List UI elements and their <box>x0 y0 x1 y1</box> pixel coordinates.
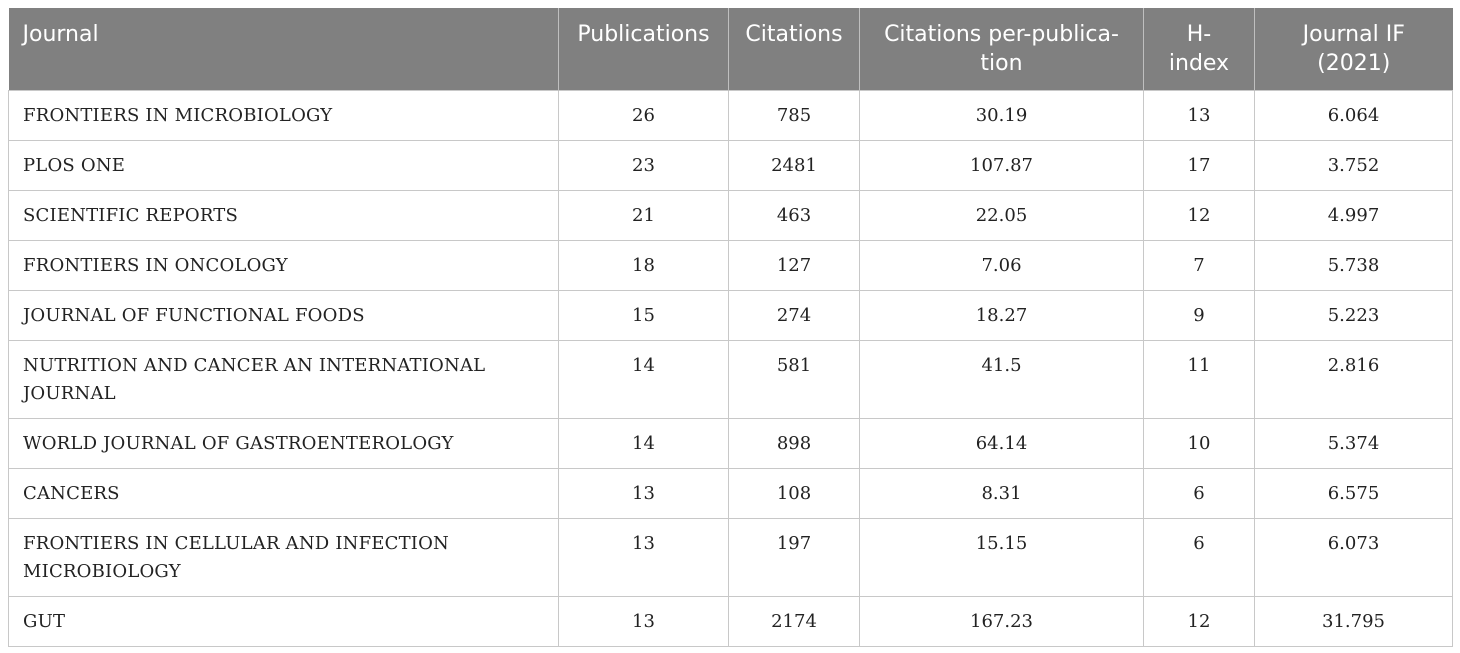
cell-journal: NUTRITION AND CANCER AN INTERNATIONAL JO… <box>8 339 559 419</box>
cell-journal: FRONTIERS IN ONCOLOGY <box>8 239 559 291</box>
table-row: CANCERS 13 108 8.31 6 6.575 <box>8 467 1453 519</box>
cell-citations: 274 <box>728 289 860 341</box>
cell-publications: 15 <box>558 289 729 341</box>
journal-table: Journal Publications Citations Citations pe… <box>8 8 1453 647</box>
header-citations-per-publication: Citations per-publica-tion <box>859 8 1144 90</box>
cell-citations: 785 <box>728 89 860 141</box>
table-row: GUT 13 2174 167.23 12 31.795 <box>8 595 1453 647</box>
cell-publications: 13 <box>558 467 729 519</box>
cell-citations-per-publication: 8.31 <box>859 467 1144 519</box>
cell-citations-per-publication: 18.27 <box>859 289 1144 341</box>
cell-citations: 197 <box>728 517 860 597</box>
cell-journal-if: 6.064 <box>1254 89 1453 141</box>
table-header: Journal Publications Citations Citations pe… <box>8 8 1453 90</box>
cell-citations-per-publication: 41.5 <box>859 339 1144 419</box>
cell-h-index: 17 <box>1143 139 1255 191</box>
journal-table-container: Journal Publications Citations Citations pe… <box>8 8 1453 647</box>
header-h-index: H-index <box>1143 8 1255 90</box>
header-text: (2021) <box>1317 51 1391 76</box>
cell-journal: SCIENTIFIC REPORTS <box>8 189 559 241</box>
cell-journal-if: 2.816 <box>1254 339 1453 419</box>
cell-journal-if: 3.752 <box>1254 139 1453 191</box>
cell-h-index: 7 <box>1143 239 1255 291</box>
cell-journal: FRONTIERS IN CELLULAR AND INFECTION MICR… <box>8 517 559 597</box>
cell-citations: 2174 <box>728 595 860 647</box>
cell-citations-per-publication: 64.14 <box>859 417 1144 469</box>
cell-h-index: 6 <box>1143 467 1255 519</box>
cell-h-index: 11 <box>1143 339 1255 419</box>
cell-journal: PLOS ONE <box>8 139 559 191</box>
cell-journal-if: 5.223 <box>1254 289 1453 341</box>
cell-publications: 14 <box>558 339 729 419</box>
header-journal-if: Journal IF (2021) <box>1254 8 1453 90</box>
cell-h-index: 10 <box>1143 417 1255 469</box>
cell-journal-if: 5.374 <box>1254 417 1453 469</box>
cell-journal: CANCERS <box>8 467 559 519</box>
table-row: FRONTIERS IN MICROBIOLOGY 26 785 30.19 13 6.0… <box>8 89 1453 141</box>
cell-h-index: 13 <box>1143 89 1255 141</box>
header-journal: Journal <box>8 8 559 90</box>
cell-publications: 13 <box>558 595 729 647</box>
cell-publications: 18 <box>558 239 729 291</box>
cell-h-index: 12 <box>1143 595 1255 647</box>
cell-journal-if: 6.575 <box>1254 467 1453 519</box>
cell-journal-if: 31.795 <box>1254 595 1453 647</box>
cell-journal: FRONTIERS IN MICROBIOLOGY <box>8 89 559 141</box>
cell-h-index: 6 <box>1143 517 1255 597</box>
table-row: FRONTIERS IN CELLULAR AND INFECTION MICR… <box>8 517 1453 597</box>
cell-publications: 14 <box>558 417 729 469</box>
table-body: FRONTIERS IN MICROBIOLOGY 26 785 30.19 13 6.0… <box>8 89 1453 647</box>
table-row: NUTRITION AND CANCER AN INTERNATIONAL JO… <box>8 339 1453 419</box>
cell-journal-if: 5.738 <box>1254 239 1453 291</box>
cell-citations: 127 <box>728 239 860 291</box>
cell-citations: 898 <box>728 417 860 469</box>
cell-publications: 21 <box>558 189 729 241</box>
table-row: FRONTIERS IN ONCOLOGY 18 127 7.06 7 5.738 <box>8 239 1453 291</box>
cell-journal: GUT <box>8 595 559 647</box>
header-text: Citations per-publica- <box>884 22 1119 47</box>
cell-citations-per-publication: 7.06 <box>859 239 1144 291</box>
table-row: JOURNAL OF FUNCTIONAL FOODS 15 274 18.27 9 5.… <box>8 289 1453 341</box>
cell-citations: 581 <box>728 339 860 419</box>
cell-citations: 463 <box>728 189 860 241</box>
header-citations: Citations <box>728 8 860 90</box>
cell-publications: 23 <box>558 139 729 191</box>
table-row: PLOS ONE 23 2481 107.87 17 3.752 <box>8 139 1453 191</box>
header-text: Journal <box>22 22 99 47</box>
cell-journal: JOURNAL OF FUNCTIONAL FOODS <box>8 289 559 341</box>
cell-journal: WORLD JOURNAL OF GASTROENTEROLOGY <box>8 417 559 469</box>
header-text: Journal IF <box>1302 22 1405 47</box>
cell-h-index: 9 <box>1143 289 1255 341</box>
header-text: index <box>1168 51 1230 76</box>
cell-publications: 26 <box>558 89 729 141</box>
header-text: Publications <box>577 22 710 47</box>
cell-citations-per-publication: 167.23 <box>859 595 1144 647</box>
cell-citations: 2481 <box>728 139 860 191</box>
header-text: Citations <box>745 22 843 47</box>
cell-citations-per-publication: 15.15 <box>859 517 1144 597</box>
header-text: H- <box>1186 22 1212 47</box>
cell-journal-if: 6.073 <box>1254 517 1453 597</box>
cell-h-index: 12 <box>1143 189 1255 241</box>
cell-citations-per-publication: 107.87 <box>859 139 1144 191</box>
table-row: SCIENTIFIC REPORTS 21 463 22.05 12 4.997 <box>8 189 1453 241</box>
header-publications: Publications <box>558 8 729 90</box>
cell-citations: 108 <box>728 467 860 519</box>
header-text: tion <box>980 51 1023 76</box>
cell-publications: 13 <box>558 517 729 597</box>
cell-citations-per-publication: 22.05 <box>859 189 1144 241</box>
cell-citations-per-publication: 30.19 <box>859 89 1144 141</box>
header-row: Journal Publications Citations Citations pe… <box>8 8 1453 90</box>
cell-journal-if: 4.997 <box>1254 189 1453 241</box>
table-row: WORLD JOURNAL OF GASTROENTEROLOGY 14 898 64… <box>8 417 1453 469</box>
